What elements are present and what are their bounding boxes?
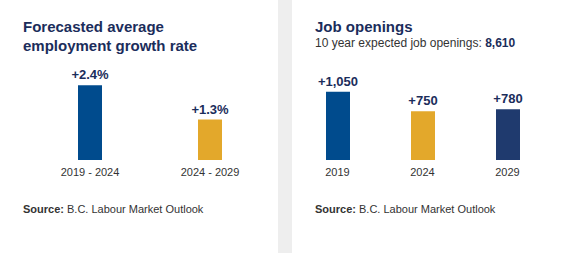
html-text:Source: B.C. Labour Market Out: Source: B.C. Labour Market Outlook	[23, 203, 204, 215]
svg-text:2029: 2029	[495, 166, 519, 178]
html-text:Forecasted average employment: Forecasted average employment growth rat…	[23, 18, 198, 54]
svg-text:2019: 2019	[325, 166, 349, 178]
svg-text:2024 - 2029: 2024 - 2029	[181, 166, 240, 178]
svg-text:+1,050: +1,050	[318, 74, 358, 89]
svg-text:+780: +780	[493, 91, 522, 106]
html-text:Job openings: Job openings	[315, 18, 413, 35]
svg-text:+750: +750	[408, 93, 437, 108]
html-text:10 year expected job openings:: 10 year expected job openings: 8,610	[315, 36, 516, 50]
svg-text:+2.4%: +2.4%	[71, 67, 109, 82]
svg-text:+1.3%: +1.3%	[191, 102, 229, 117]
html-text:Source: B.C. Labour Market Out: Source: B.C. Labour Market Outlook	[315, 203, 496, 215]
svg-text:2024: 2024	[410, 166, 434, 178]
svg-text:2019 - 2024: 2019 - 2024	[61, 166, 120, 178]
